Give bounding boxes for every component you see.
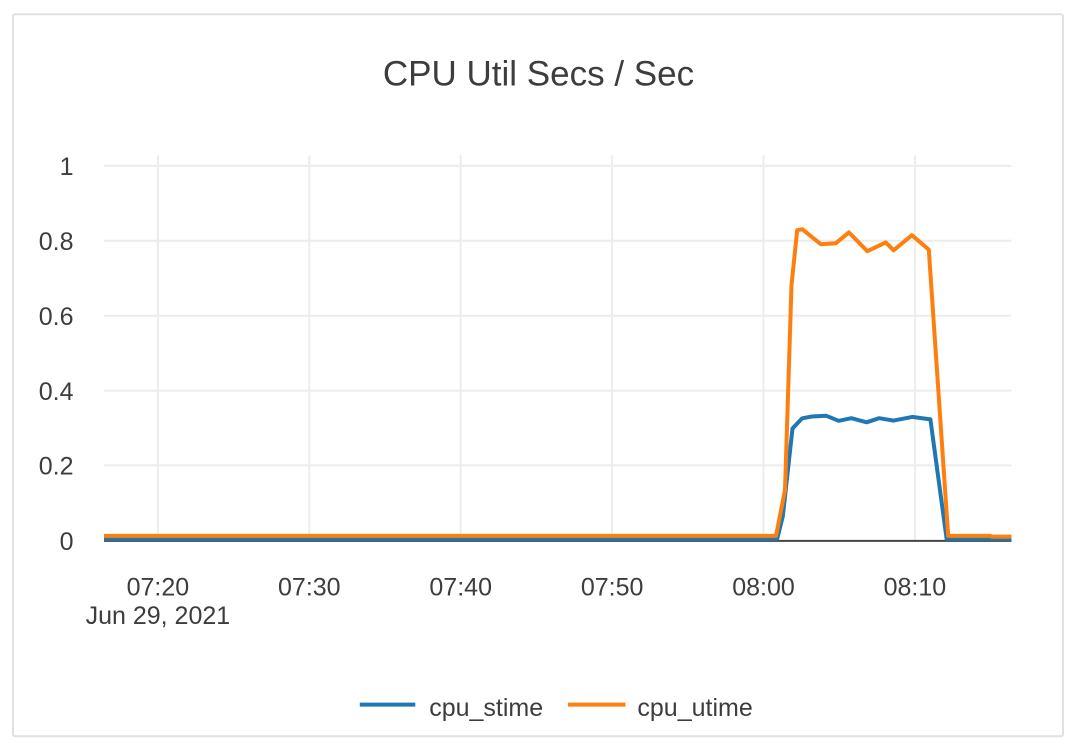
svg-text:07:40: 07:40 — [429, 573, 492, 601]
svg-text:0.6: 0.6 — [39, 303, 74, 331]
svg-text:0: 0 — [60, 528, 74, 556]
svg-text:cpu_utime: cpu_utime — [637, 694, 752, 722]
svg-text:CPU Util Secs / Sec: CPU Util Secs / Sec — [383, 55, 694, 94]
svg-text:07:30: 07:30 — [278, 573, 341, 601]
svg-text:07:20: 07:20 — [127, 573, 190, 601]
svg-text:cpu_stime: cpu_stime — [429, 694, 543, 722]
svg-text:08:00: 08:00 — [732, 573, 795, 601]
svg-text:07:50: 07:50 — [581, 573, 644, 601]
svg-text:0.8: 0.8 — [39, 228, 74, 256]
svg-text:1: 1 — [60, 153, 74, 181]
svg-text:08:10: 08:10 — [884, 573, 947, 601]
svg-text:0.2: 0.2 — [39, 453, 74, 481]
svg-text:Jun 29, 2021: Jun 29, 2021 — [86, 602, 231, 630]
svg-text:0.4: 0.4 — [39, 378, 74, 406]
